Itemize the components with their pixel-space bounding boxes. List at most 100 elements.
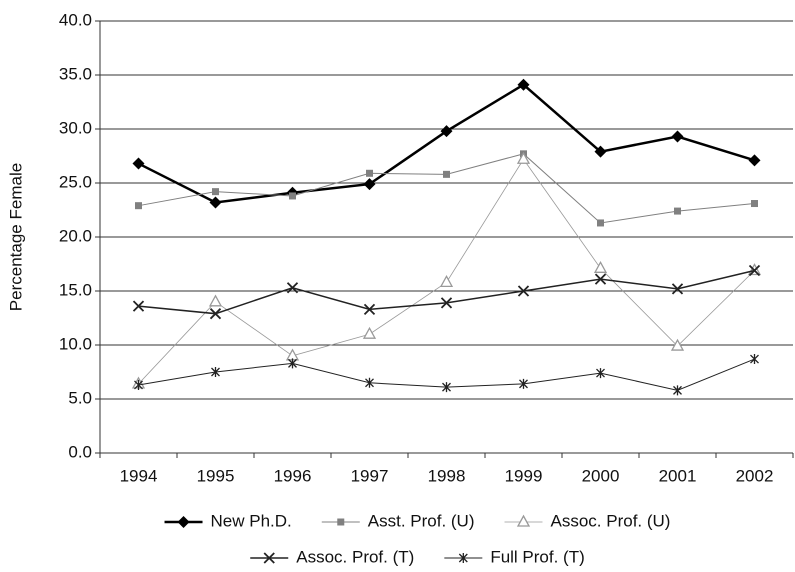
marker	[209, 196, 222, 209]
y-tick-label: 15.0	[59, 280, 92, 299]
marker-shape	[516, 514, 531, 527]
marker	[212, 188, 219, 196]
marker	[594, 145, 607, 158]
x-tick-label: 1994	[120, 466, 158, 485]
marker	[289, 192, 296, 200]
marker	[517, 285, 530, 297]
x-tick-label: 2002	[736, 466, 774, 485]
legend-label: Assoc. Prof. (T)	[296, 547, 414, 566]
marker	[209, 308, 222, 320]
marker	[363, 178, 376, 191]
marker	[516, 514, 531, 527]
legend-label: Assoc. Prof. (U)	[551, 511, 671, 530]
marker-shape	[366, 169, 373, 177]
marker	[177, 516, 190, 528]
marker-shape	[439, 275, 454, 288]
legend-item: Assoc. Prof. (U)	[504, 511, 671, 530]
marker-shape	[440, 297, 453, 309]
marker-shape	[362, 326, 377, 339]
marker-shape	[517, 285, 530, 297]
legend-label: New Ph.D.	[211, 511, 292, 530]
marker	[440, 297, 453, 309]
legend-label: Full Prof. (T)	[490, 547, 584, 566]
marker	[135, 202, 142, 210]
marker-shape	[519, 378, 528, 389]
marker	[748, 154, 761, 167]
marker	[517, 78, 530, 91]
marker	[440, 125, 453, 138]
marker-shape	[748, 264, 761, 277]
marker-shape	[363, 178, 376, 191]
y-tick-label: 0.0	[68, 442, 92, 461]
y-tick-label: 5.0	[68, 388, 92, 407]
marker	[673, 385, 682, 396]
series-line	[137, 83, 755, 204]
marker	[263, 552, 275, 564]
marker	[748, 264, 761, 277]
y-tick-label: 40.0	[59, 10, 92, 29]
marker-shape	[212, 188, 219, 196]
marker	[134, 379, 143, 390]
marker-shape	[365, 377, 374, 388]
marker-shape	[286, 282, 299, 294]
legend-item: Full Prof. (T)	[444, 547, 585, 566]
y-tick-label: 35.0	[59, 64, 92, 83]
marker	[458, 553, 468, 563]
marker	[670, 338, 685, 351]
x-tick-label: 2000	[582, 466, 620, 485]
series-line	[138, 153, 755, 224]
marker-shape	[748, 154, 761, 167]
marker	[751, 200, 758, 208]
y-tick-label: 10.0	[59, 334, 92, 353]
legend-item: Asst. Prof. (U)	[321, 511, 475, 530]
marker-shape	[673, 385, 682, 396]
marker-shape	[670, 338, 685, 351]
marker	[594, 273, 607, 285]
marker	[366, 169, 373, 177]
marker	[337, 518, 345, 526]
marker	[286, 282, 299, 294]
y-tick-label: 25.0	[59, 172, 92, 191]
marker	[597, 219, 604, 227]
marker-shape	[337, 518, 345, 526]
marker-shape	[593, 260, 608, 273]
x-tick-label: 1995	[197, 466, 235, 485]
marker	[208, 294, 223, 307]
marker	[519, 378, 528, 389]
y-axis-label: Percentage Female	[6, 163, 25, 311]
marker-shape	[134, 379, 143, 390]
x-tick-label: 1998	[428, 466, 466, 485]
marker-shape	[209, 196, 222, 209]
marker	[365, 377, 374, 388]
legend-item: Assoc. Prof. (T)	[250, 547, 414, 566]
marker-shape	[211, 367, 220, 377]
marker-shape	[671, 283, 684, 295]
legend-item: New Ph.D.	[164, 511, 292, 530]
marker	[132, 300, 145, 312]
marker	[516, 151, 531, 164]
marker-shape	[674, 207, 681, 215]
marker-shape	[132, 157, 145, 170]
marker-shape	[597, 219, 604, 227]
marker-shape	[208, 294, 223, 307]
marker-shape	[132, 300, 145, 312]
marker	[288, 358, 297, 369]
marker-shape	[517, 78, 530, 91]
marker	[750, 354, 759, 365]
marker	[363, 303, 376, 315]
marker	[439, 275, 454, 288]
marker-shape	[363, 303, 376, 315]
x-tick-label: 1996	[274, 466, 312, 485]
marker	[674, 207, 681, 215]
x-tick-label: 2001	[659, 466, 697, 485]
marker	[442, 382, 451, 393]
marker	[596, 368, 605, 379]
marker-shape	[594, 145, 607, 158]
marker-shape	[594, 273, 607, 285]
marker	[671, 283, 684, 295]
x-tick-label: 1997	[351, 466, 389, 485]
marker	[362, 326, 377, 339]
marker-shape	[596, 368, 605, 379]
marker-shape	[209, 308, 222, 320]
